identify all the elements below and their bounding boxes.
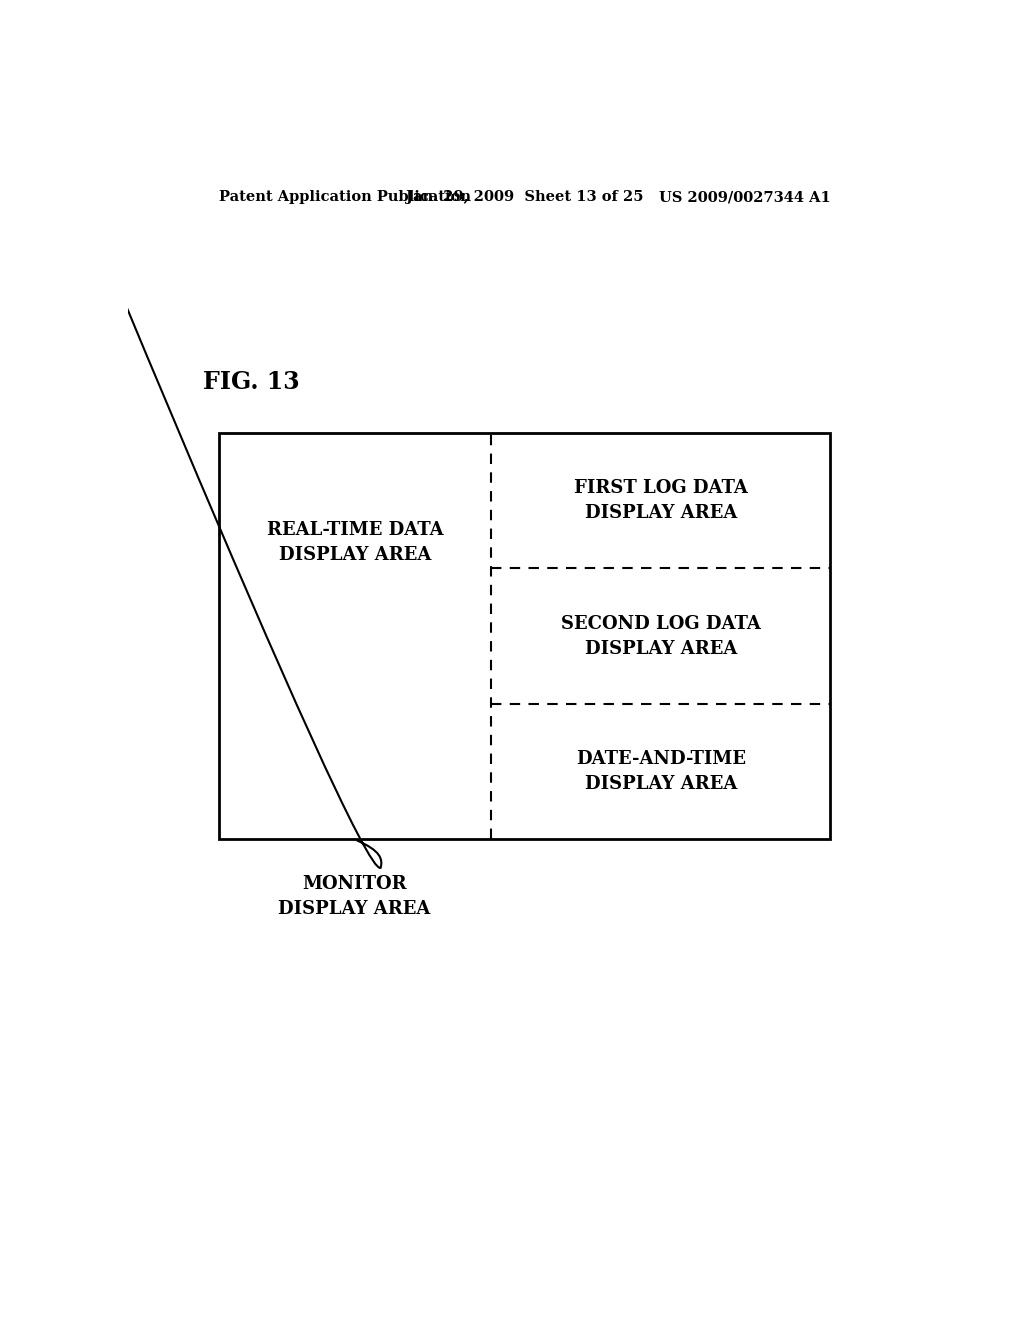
Bar	[219, 433, 830, 840]
Text: FIRST LOG DATA
DISPLAY AREA: FIRST LOG DATA DISPLAY AREA	[573, 479, 748, 521]
Text: FIG. 13: FIG. 13	[204, 370, 300, 393]
Text: Patent Application Publication: Patent Application Publication	[219, 190, 471, 205]
Text: REAL-TIME DATA
DISPLAY AREA: REAL-TIME DATA DISPLAY AREA	[267, 521, 443, 564]
Text: DATE-AND-TIME
DISPLAY AREA: DATE-AND-TIME DISPLAY AREA	[575, 750, 745, 793]
Text: SECOND LOG DATA
DISPLAY AREA: SECOND LOG DATA DISPLAY AREA	[561, 615, 761, 657]
Text: US 2009/0027344 A1: US 2009/0027344 A1	[658, 190, 830, 205]
Text: Jan. 29, 2009  Sheet 13 of 25: Jan. 29, 2009 Sheet 13 of 25	[407, 190, 643, 205]
Text: MONITOR
DISPLAY AREA: MONITOR DISPLAY AREA	[278, 875, 430, 917]
